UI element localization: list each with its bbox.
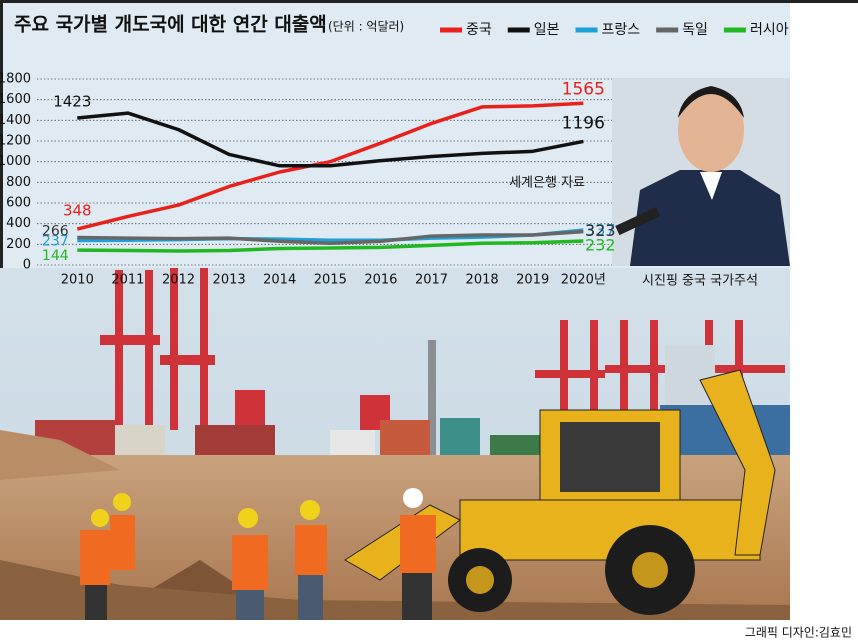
- data-label: 1565: [562, 79, 605, 99]
- legend-label: 독일: [682, 22, 708, 38]
- y-tick-label: 1000: [0, 154, 31, 169]
- x-tick-label: 2012: [162, 273, 195, 288]
- x-tick-label: 2015: [314, 273, 347, 288]
- x-tick-label: 2017: [415, 273, 448, 288]
- legend-label: 러시아: [750, 22, 789, 38]
- legend-label: 중국: [466, 22, 492, 38]
- y-tick-label: 600: [6, 196, 31, 211]
- x-tick-label: 2010: [61, 273, 94, 288]
- series-line: [77, 111, 584, 168]
- source: 세계은행 자료: [509, 175, 585, 191]
- x-tick-label: 2019: [516, 273, 549, 288]
- data-label: 348: [63, 202, 92, 220]
- photo-caption: 시진핑 중국 국가주석: [642, 274, 758, 289]
- data-label: 1196: [562, 113, 605, 133]
- x-tick-label: 2011: [111, 273, 144, 288]
- y-tick-label: 0: [23, 258, 31, 273]
- y-tick-label: 200: [6, 237, 31, 252]
- series-line: [77, 239, 584, 253]
- credit: 그래픽 디자인:김효민: [745, 626, 852, 640]
- data-label: 144: [42, 248, 69, 264]
- top-rule: [0, 0, 858, 3]
- data-label: 232: [585, 236, 616, 255]
- x-tick-label: 2014: [263, 273, 296, 288]
- plot: 0 200 400 600 800 1000 1200 1400 1600 1800 2010 201…: [0, 22, 789, 288]
- series-line: [77, 229, 584, 246]
- series-line: [76, 101, 584, 231]
- legend-label: 일본: [534, 22, 560, 38]
- y-tick-label: 800: [6, 175, 31, 190]
- y-tick-label: 1400: [0, 113, 31, 128]
- x-tick-label: 2018: [466, 273, 499, 288]
- data-label: 237: [42, 234, 69, 250]
- y-tick-label: 1600: [0, 92, 31, 107]
- chart-subtitle: (단위 : 억달러): [328, 20, 404, 34]
- x-tick-label: 2013: [213, 273, 246, 288]
- x-tick-label: 2020년: [561, 273, 606, 288]
- data-label: 1423: [53, 92, 91, 110]
- chart-title: 주요 국가별 개도국에 대한 연간 대출액: [14, 14, 327, 36]
- data-label: 323: [585, 221, 616, 240]
- data-label: 266: [42, 224, 69, 240]
- portrait: [612, 78, 790, 266]
- left-rule: [0, 0, 3, 268]
- x-tick-label: 2016: [364, 273, 397, 288]
- y-tick-label: 1800: [0, 72, 31, 87]
- y-tick-label: 400: [6, 216, 31, 231]
- y-tick-label: 1200: [0, 134, 31, 149]
- legend-label: 프랑스: [602, 22, 641, 38]
- data-label: 337: [585, 221, 616, 240]
